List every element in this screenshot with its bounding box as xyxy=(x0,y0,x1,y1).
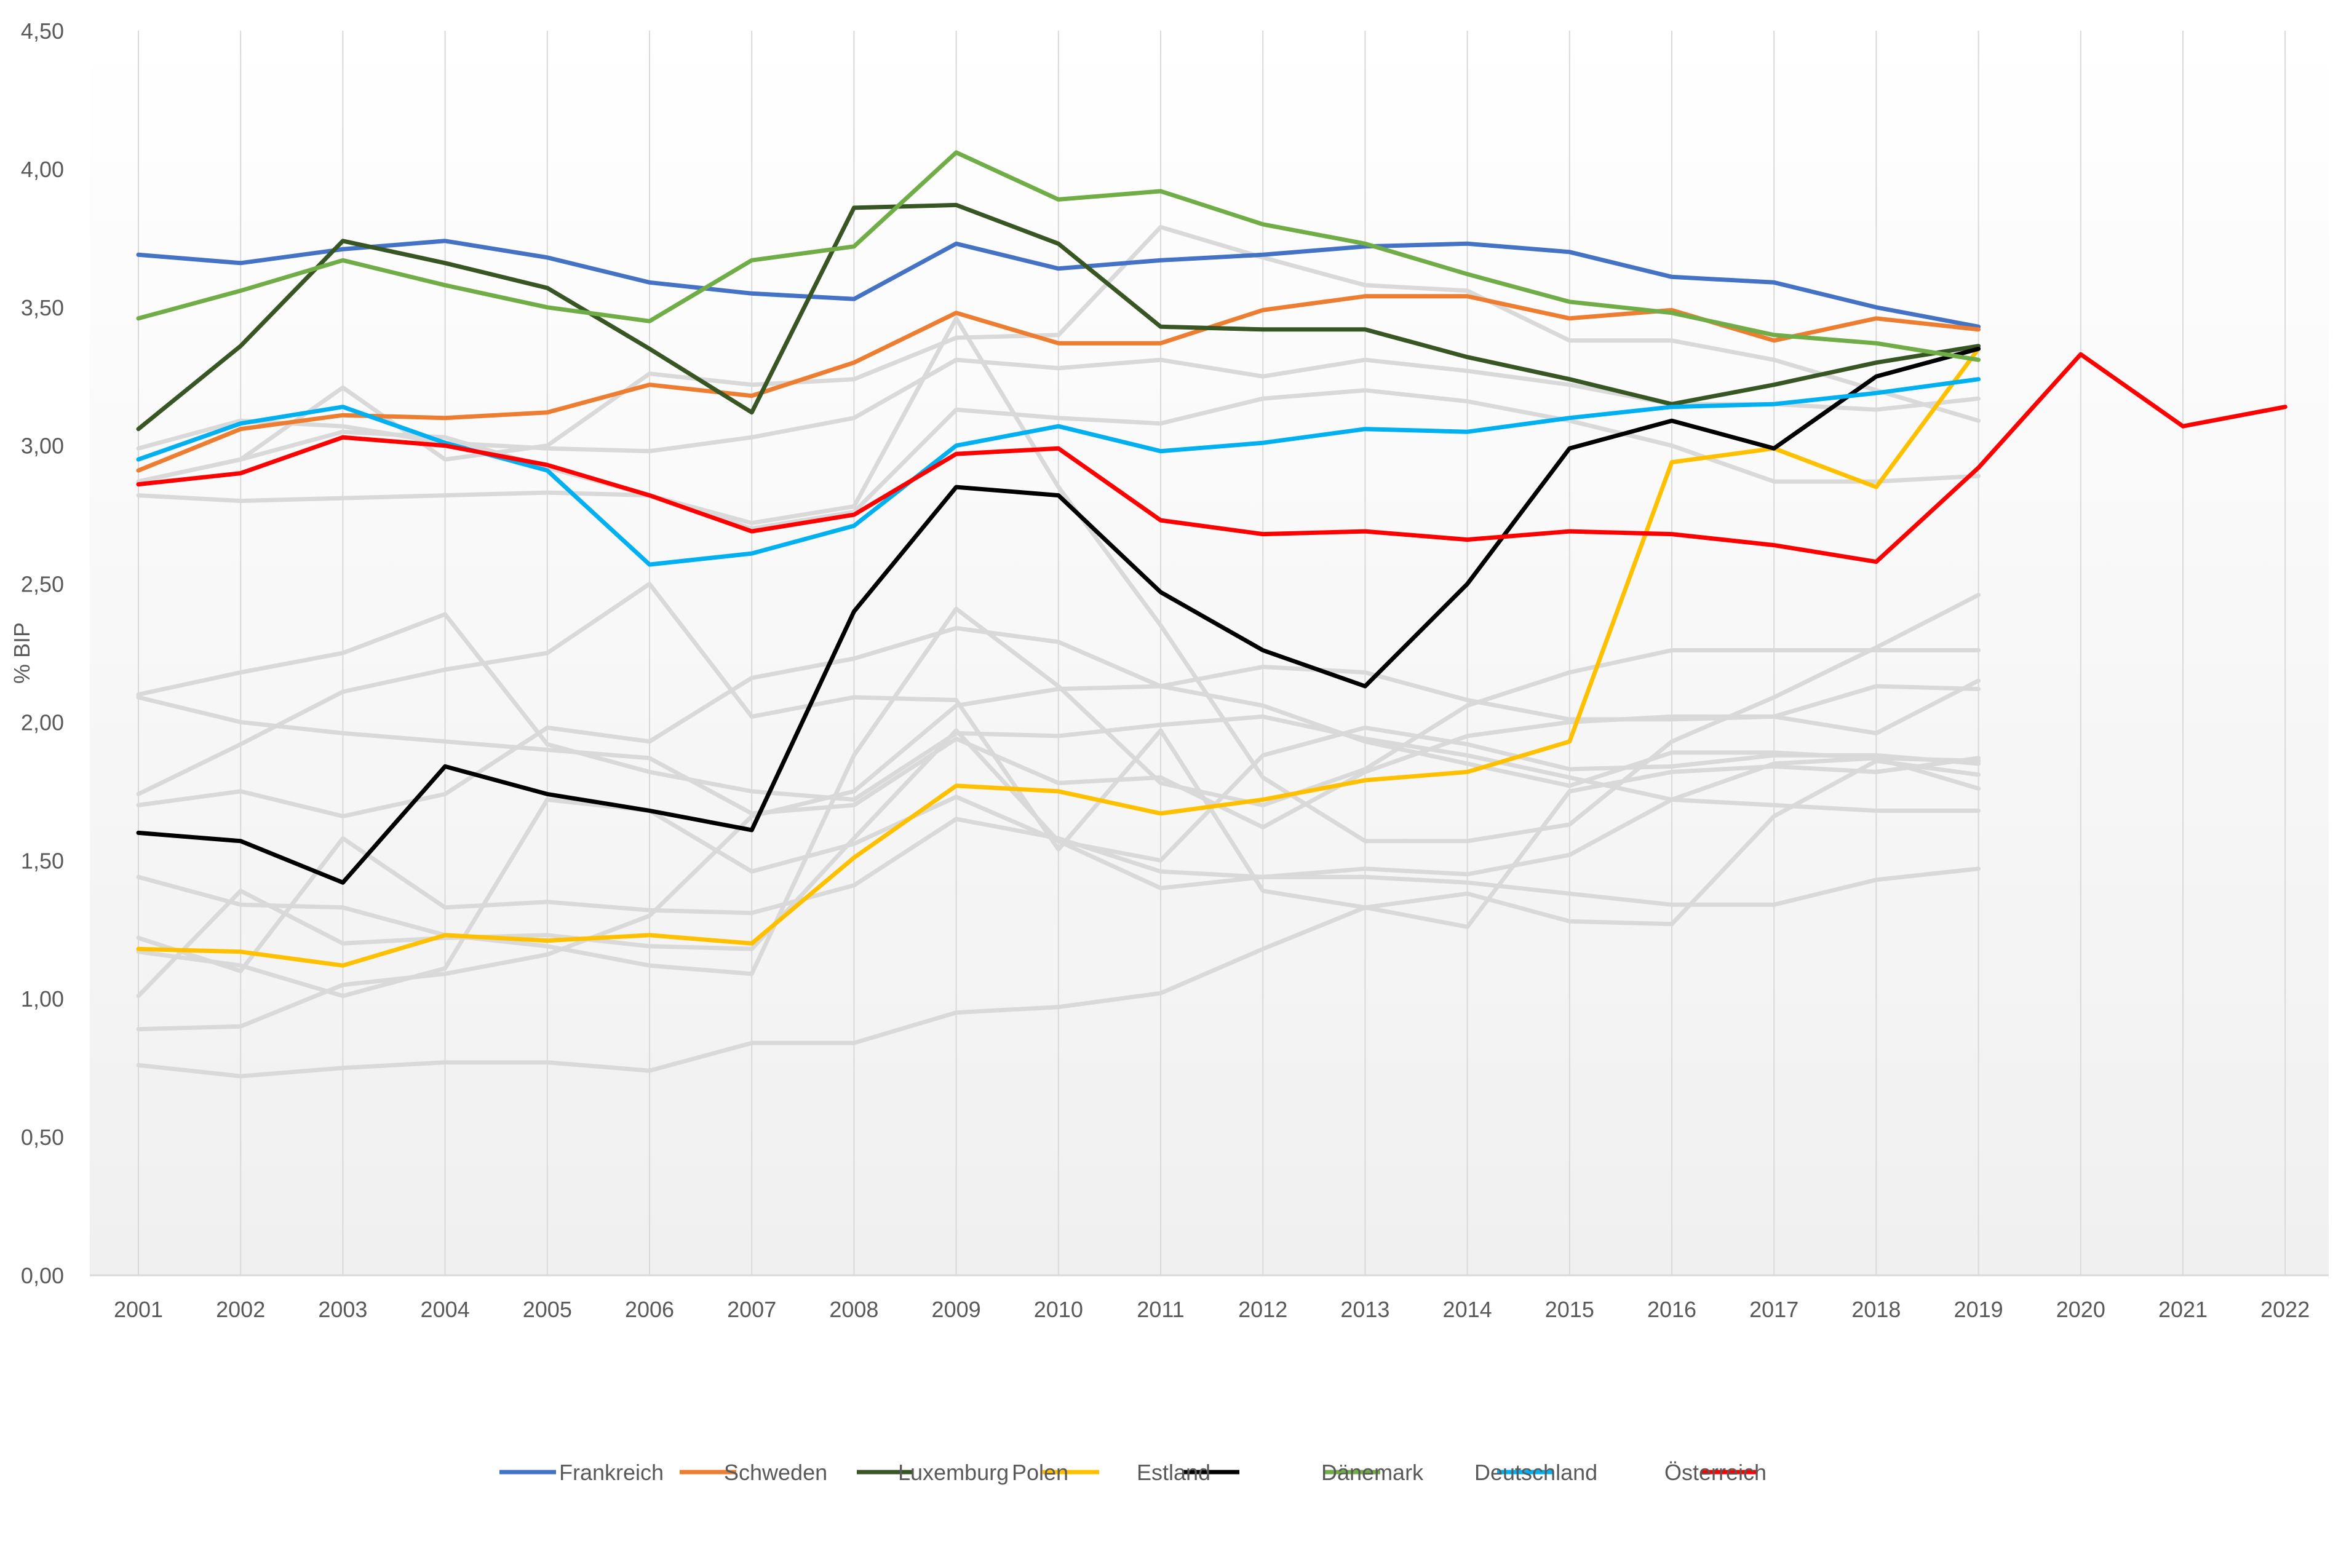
background-series-line xyxy=(136,725,1981,999)
x-tick-label: 2004 xyxy=(421,1297,470,1322)
x-axis-ticks: 2001 2002 2003 2004 2005 2006 2007 2008 2009 2010… xyxy=(114,1297,2310,1322)
series-line-daenemark xyxy=(136,150,1981,362)
x-tick-label: 2014 xyxy=(1443,1297,1492,1322)
legend-label-frankreich: Frankreich xyxy=(559,1460,664,1485)
series-line-polen xyxy=(136,346,1981,968)
y-tick-label: 0,00 xyxy=(21,1263,64,1288)
x-tick-label: 2010 xyxy=(1034,1297,1083,1322)
gridlines xyxy=(138,31,2286,1275)
y-tick-label: 1,50 xyxy=(21,848,64,873)
y-tick-label: 4,00 xyxy=(21,157,64,182)
y-tick-label: 3,50 xyxy=(21,295,64,320)
x-tick-label: 2021 xyxy=(2158,1297,2208,1322)
x-tick-label: 2009 xyxy=(932,1297,981,1322)
legend-label-estland: Estland xyxy=(1137,1460,1210,1485)
background-series-line xyxy=(136,224,1981,484)
highlighted-series-group xyxy=(136,150,2287,968)
legend-label-deutschland: Deutschland xyxy=(1474,1460,1597,1485)
background-series-line xyxy=(136,582,1981,929)
background-series-line xyxy=(136,684,1981,1032)
y-tick-label: 0,50 xyxy=(21,1125,64,1150)
x-tick-label: 2022 xyxy=(2260,1297,2310,1322)
x-tick-label: 2003 xyxy=(318,1297,367,1322)
x-tick-label: 2007 xyxy=(727,1297,776,1322)
x-tick-label: 2019 xyxy=(1954,1297,2003,1322)
x-tick-label: 2016 xyxy=(1647,1297,1696,1322)
y-tick-label: 2,50 xyxy=(21,572,64,597)
x-tick-label: 2015 xyxy=(1545,1297,1594,1322)
legend: Frankreich Schweden Luxemburg Polen Estland D… xyxy=(499,1460,1767,1485)
x-tick-label: 2006 xyxy=(625,1297,674,1322)
series-line-estland xyxy=(136,346,1981,885)
background-series-line xyxy=(136,758,1981,1079)
legend-label-daenemark: Dänemark xyxy=(1321,1460,1424,1485)
legend-label-schweden: Schweden xyxy=(724,1460,827,1485)
x-tick-label: 2017 xyxy=(1749,1297,1798,1322)
series-line-oesterreich xyxy=(136,352,2287,564)
y-tick-label: 3,00 xyxy=(21,434,64,459)
x-tick-label: 2002 xyxy=(216,1297,265,1322)
series-line-schweden xyxy=(136,294,1981,473)
series-line-deutschland xyxy=(136,377,1981,567)
legend-label-polen: Polen xyxy=(1012,1460,1068,1485)
y-axis-title: % BIP xyxy=(9,622,34,684)
x-tick-label: 2005 xyxy=(523,1297,572,1322)
background-series-line xyxy=(136,316,1981,844)
x-tick-label: 2020 xyxy=(2056,1297,2105,1322)
background-series-line xyxy=(136,684,1981,830)
series-line-luxemburg xyxy=(136,202,1981,432)
legend-label-oesterreich: Österreich xyxy=(1664,1460,1767,1485)
plot-area-background xyxy=(90,31,2329,1275)
y-tick-label: 2,00 xyxy=(21,710,64,735)
x-tick-label: 2008 xyxy=(829,1297,878,1322)
x-tick-label: 2001 xyxy=(114,1297,163,1322)
y-axis-ticks: 0,00 0,50 1,00 1,50 2,00 2,50 3,00 3,50 4,00 4,50 xyxy=(21,18,64,1288)
y-tick-label: 4,50 xyxy=(21,18,64,44)
x-tick-label: 2011 xyxy=(1137,1297,1184,1322)
legend-label-luxemburg: Luxemburg xyxy=(898,1460,1009,1485)
x-tick-label: 2018 xyxy=(1851,1297,1901,1322)
background-series-group xyxy=(136,224,1981,1079)
background-series-line xyxy=(136,388,1981,531)
x-tick-label: 2013 xyxy=(1340,1297,1389,1322)
x-tick-label: 2012 xyxy=(1238,1297,1287,1322)
series-line-frankreich xyxy=(136,239,1981,329)
y-tick-label: 1,00 xyxy=(21,986,64,1012)
background-series-line xyxy=(136,626,1981,818)
